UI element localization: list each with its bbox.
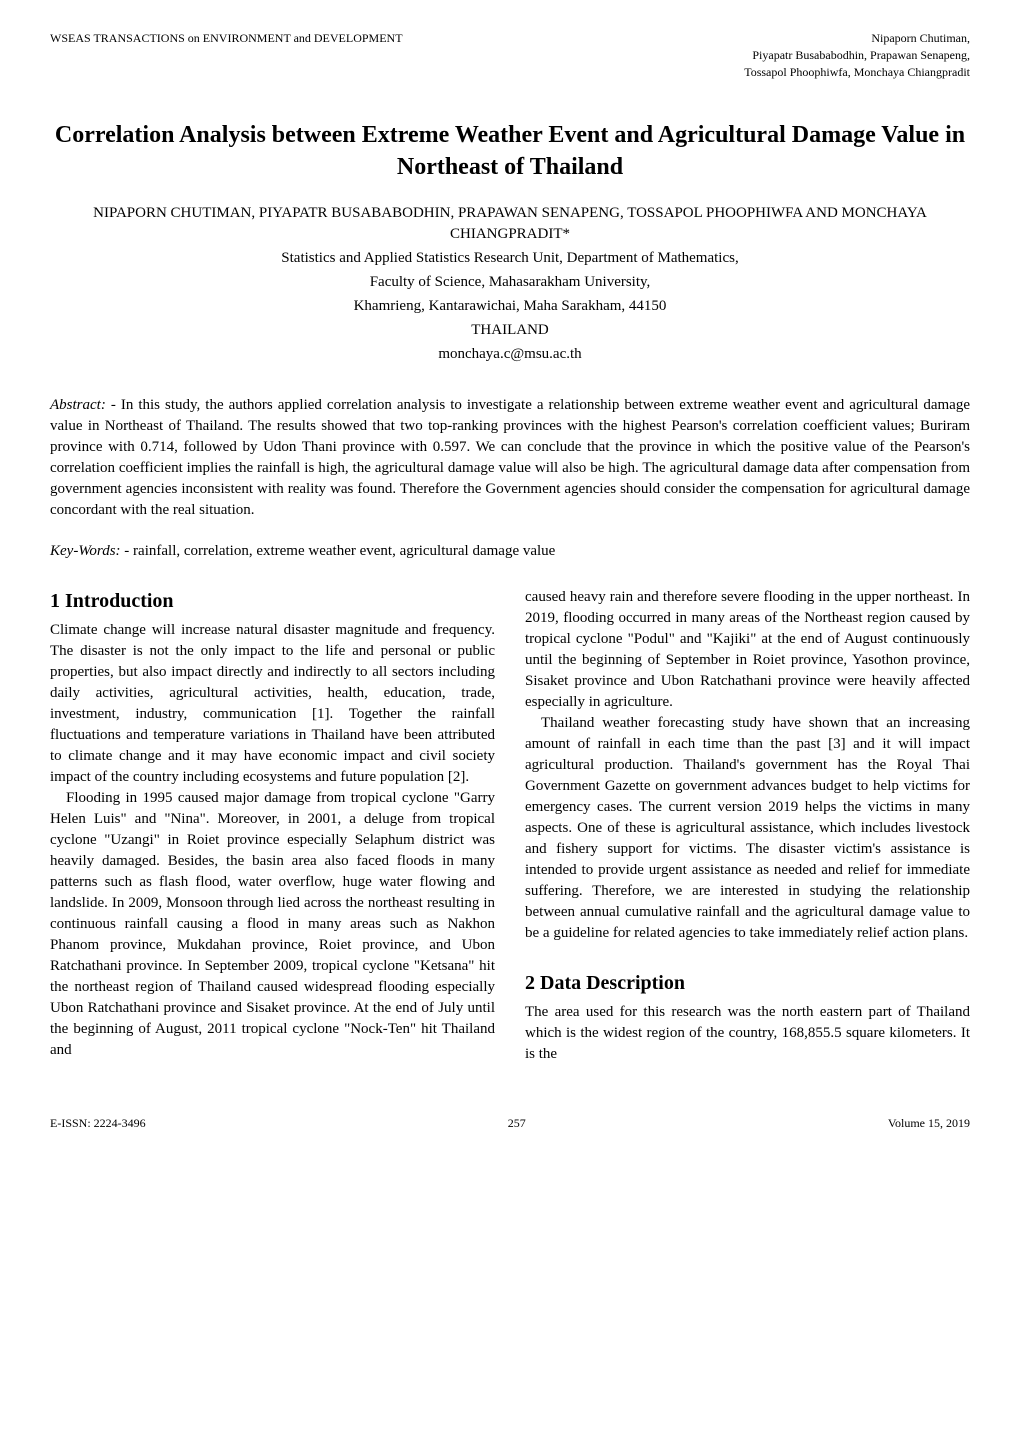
keywords-text: rainfall, correlation, extreme weather e… xyxy=(129,543,555,559)
country-line: THAILAND xyxy=(50,320,970,341)
section-2-heading: 2 Data Description xyxy=(525,969,970,997)
spacer xyxy=(525,944,970,969)
right-column: caused heavy rain and therefore severe f… xyxy=(525,587,970,1065)
footer-issn: E-ISSN: 2224-3496 xyxy=(50,1115,146,1132)
affiliation-line2: Faculty of Science, Mahasarakham Univers… xyxy=(50,272,970,293)
authors-line: NIPAPORN CHUTIMAN, PIYAPATR BUSABABODHIN… xyxy=(50,203,970,245)
section-1-paragraph-4: Thailand weather forecasting study have … xyxy=(525,713,970,944)
section-1-paragraph-3: caused heavy rain and therefore severe f… xyxy=(525,587,970,713)
author-short: Nipaporn Chutiman, Piyapatr Busababodhin… xyxy=(744,30,970,80)
email-line: monchaya.c@msu.ac.th xyxy=(50,344,970,365)
page-header: WSEAS TRANSACTIONS on ENVIRONMENT and DE… xyxy=(50,30,970,80)
section-2-paragraph-1: The area used for this research was the … xyxy=(525,1002,970,1065)
author-short-line3: Tossapol Phoophiwfa, Monchaya Chiangprad… xyxy=(744,64,970,81)
footer-page-number: 257 xyxy=(508,1115,526,1132)
affiliation-line1: Statistics and Applied Statistics Resear… xyxy=(50,248,970,269)
keywords-label: Key-Words: - xyxy=(50,543,129,559)
abstract-label: Abstract: - xyxy=(50,397,116,413)
footer-volume: Volume 15, 2019 xyxy=(888,1115,970,1132)
two-column-body: 1 Introduction Climate change will incre… xyxy=(50,587,970,1065)
abstract-text: In this study, the authors applied corre… xyxy=(50,397,970,518)
left-column: 1 Introduction Climate change will incre… xyxy=(50,587,495,1065)
section-1-heading: 1 Introduction xyxy=(50,587,495,615)
journal-name: WSEAS TRANSACTIONS on ENVIRONMENT and DE… xyxy=(50,30,403,47)
paper-title: Correlation Analysis between Extreme Wea… xyxy=(50,120,970,182)
author-short-line2: Piyapatr Busababodhin, Prapawan Senapeng… xyxy=(744,47,970,64)
section-1-paragraph-2: Flooding in 1995 caused major damage fro… xyxy=(50,788,495,1061)
abstract-block: Abstract: - In this study, the authors a… xyxy=(50,395,970,521)
page-footer: E-ISSN: 2224-3496 257 Volume 15, 2019 xyxy=(50,1115,970,1132)
author-short-line1: Nipaporn Chutiman, xyxy=(744,30,970,47)
section-1-paragraph-1: Climate change will increase natural dis… xyxy=(50,620,495,788)
keywords-block: Key-Words: - rainfall, correlation, extr… xyxy=(50,541,970,562)
affiliation-line3: Khamrieng, Kantarawichai, Maha Sarakham,… xyxy=(50,296,970,317)
